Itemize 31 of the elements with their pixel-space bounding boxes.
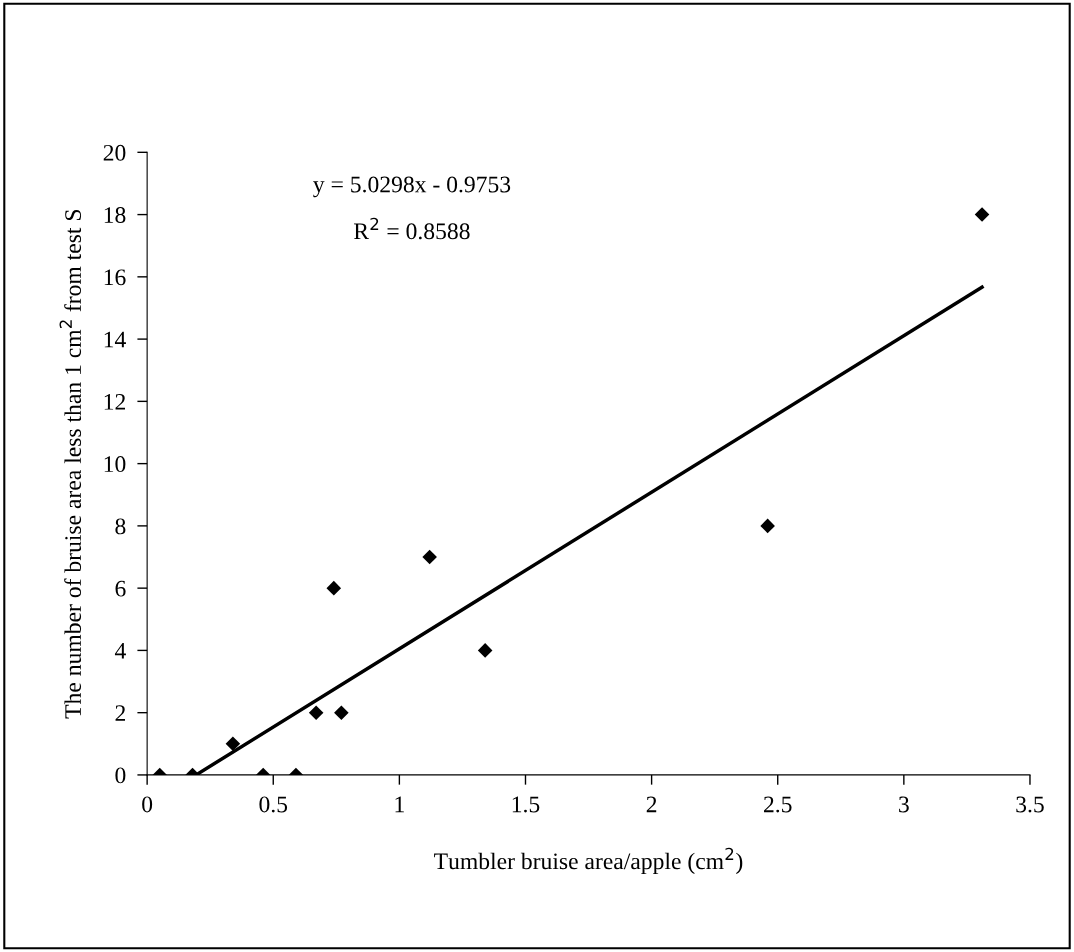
x-tick-label: 3 [899, 796, 909, 813]
y-tick-label: 8 [115, 518, 126, 535]
point [760, 518, 775, 534]
x-tick-label: 2.5 [764, 796, 792, 813]
x-tick-label: 1 [395, 796, 404, 813]
y-tick-label: 4 [114, 643, 126, 659]
point [308, 705, 324, 720]
y-tick-label: 18 [104, 207, 126, 224]
y-tick-label: 16 [104, 269, 126, 286]
annotation: y = 5.0298x - 0.9753 [313, 176, 511, 198]
y-tick-label: 10 [104, 456, 126, 473]
point [326, 580, 342, 596]
annotation: R$^{2}$ = 0.8588 [353, 217, 470, 240]
x-tick-label: 1.5 [512, 796, 540, 813]
x-tick-label: 0 [142, 796, 153, 813]
y-tick-label: 12 [104, 393, 125, 410]
y-tick-label: 20 [103, 144, 126, 161]
point [422, 549, 437, 565]
point [334, 705, 349, 720]
x-tick-label: 0.5 [259, 796, 288, 813]
point [974, 207, 990, 222]
point [477, 643, 493, 658]
x-tick-label: 2 [646, 796, 657, 813]
y-axis-title: The number of bruise area less than 1 cm$^{2}$ from test S [59, 209, 82, 719]
x-axis-title: Tumbler bruise area/apple (cm$^{2}$) [434, 847, 743, 875]
y-tick-label: 2 [115, 705, 125, 721]
x-tick-label: 3.5 [1016, 796, 1044, 813]
y-tick-label: 14 [104, 331, 126, 348]
y-tick-label: 0 [115, 767, 126, 784]
point [225, 736, 241, 752]
y-tick-label: 6 [115, 580, 126, 597]
